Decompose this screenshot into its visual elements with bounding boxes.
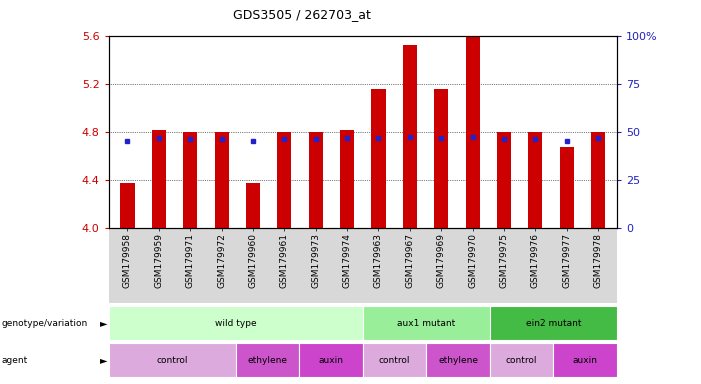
- Bar: [152, 130, 166, 228]
- Text: ethylene: ethylene: [247, 356, 287, 365]
- Text: auxin: auxin: [318, 356, 343, 365]
- Bar: [246, 183, 260, 228]
- Bar: [529, 132, 543, 228]
- Text: wild type: wild type: [215, 319, 257, 328]
- Bar: [183, 132, 197, 228]
- Text: ethylene: ethylene: [438, 356, 478, 365]
- Bar: [215, 132, 229, 228]
- Bar: [591, 132, 605, 228]
- Text: ►: ►: [100, 355, 107, 365]
- Text: auxin: auxin: [573, 356, 598, 365]
- Text: genotype/variation: genotype/variation: [1, 319, 88, 328]
- Bar: [434, 89, 448, 228]
- Text: GDS3505 / 262703_at: GDS3505 / 262703_at: [233, 8, 371, 21]
- Bar: [121, 183, 135, 228]
- Bar: [308, 132, 322, 228]
- Text: agent: agent: [1, 356, 27, 365]
- Text: ein2 mutant: ein2 mutant: [526, 319, 581, 328]
- Bar: [403, 45, 417, 228]
- Bar: [497, 132, 511, 228]
- Text: control: control: [379, 356, 410, 365]
- Bar: [340, 130, 354, 228]
- Text: aux1 mutant: aux1 mutant: [397, 319, 456, 328]
- Text: control: control: [156, 356, 188, 365]
- Bar: [559, 147, 573, 228]
- Bar: [372, 89, 386, 228]
- Text: ►: ►: [100, 318, 107, 328]
- Text: control: control: [506, 356, 538, 365]
- Bar: [465, 36, 479, 228]
- Bar: [278, 132, 292, 228]
